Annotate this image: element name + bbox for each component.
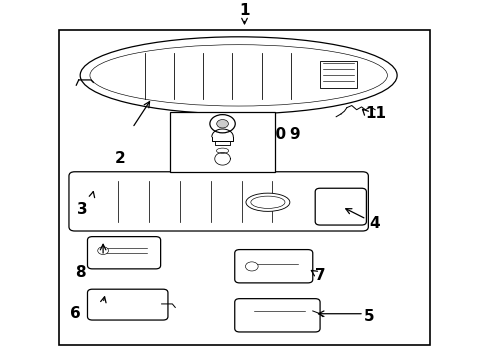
FancyBboxPatch shape bbox=[234, 249, 312, 283]
Bar bbox=[59, 30, 429, 345]
Text: 6: 6 bbox=[70, 306, 81, 321]
FancyBboxPatch shape bbox=[87, 237, 160, 269]
Ellipse shape bbox=[245, 193, 289, 211]
Text: 5: 5 bbox=[363, 309, 374, 324]
Circle shape bbox=[209, 114, 235, 133]
FancyBboxPatch shape bbox=[315, 188, 366, 225]
Text: 10: 10 bbox=[265, 127, 286, 142]
Bar bbox=[320, 61, 356, 87]
Text: 2: 2 bbox=[115, 151, 125, 166]
Text: 9: 9 bbox=[289, 127, 299, 142]
Text: 7: 7 bbox=[315, 268, 325, 283]
Bar bbox=[170, 112, 275, 172]
Ellipse shape bbox=[250, 196, 285, 208]
Text: 8: 8 bbox=[75, 265, 86, 280]
Circle shape bbox=[98, 247, 108, 255]
FancyBboxPatch shape bbox=[234, 299, 320, 332]
FancyBboxPatch shape bbox=[69, 172, 367, 231]
Circle shape bbox=[245, 262, 258, 271]
Text: 11: 11 bbox=[365, 107, 386, 121]
Text: 1: 1 bbox=[239, 3, 249, 18]
Circle shape bbox=[216, 120, 228, 128]
FancyBboxPatch shape bbox=[87, 289, 167, 320]
Text: 3: 3 bbox=[77, 202, 88, 217]
Ellipse shape bbox=[216, 148, 228, 153]
Ellipse shape bbox=[80, 37, 396, 114]
Text: 4: 4 bbox=[368, 216, 379, 231]
